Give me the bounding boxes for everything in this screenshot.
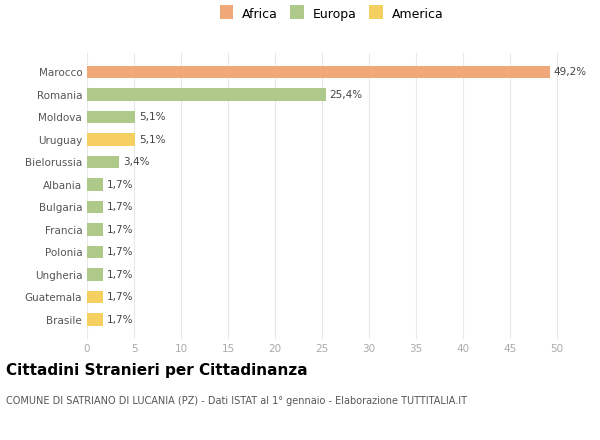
Text: 25,4%: 25,4% [329,89,363,99]
Bar [87,313,103,326]
Bar [87,111,135,123]
Bar [87,156,119,168]
Text: 49,2%: 49,2% [553,67,587,77]
Bar [87,268,103,281]
Bar [87,133,135,146]
Bar [87,178,103,191]
Text: Cittadini Stranieri per Cittadinanza: Cittadini Stranieri per Cittadinanza [6,363,308,378]
Text: 5,1%: 5,1% [139,112,165,122]
Text: 1,7%: 1,7% [107,315,133,325]
Text: 1,7%: 1,7% [107,270,133,279]
Text: 1,7%: 1,7% [107,202,133,212]
Bar [87,246,103,258]
Bar [87,201,103,213]
Text: 1,7%: 1,7% [107,180,133,190]
Text: 3,4%: 3,4% [123,157,149,167]
Text: 5,1%: 5,1% [139,135,165,144]
Text: 1,7%: 1,7% [107,292,133,302]
Bar [87,66,550,78]
Legend: Africa, Europa, America: Africa, Europa, America [220,7,443,21]
Text: COMUNE DI SATRIANO DI LUCANIA (PZ) - Dati ISTAT al 1° gennaio - Elaborazione TUT: COMUNE DI SATRIANO DI LUCANIA (PZ) - Dat… [6,396,467,406]
Bar [87,224,103,236]
Bar [87,291,103,303]
Bar [87,88,326,101]
Text: 1,7%: 1,7% [107,247,133,257]
Text: 1,7%: 1,7% [107,224,133,235]
